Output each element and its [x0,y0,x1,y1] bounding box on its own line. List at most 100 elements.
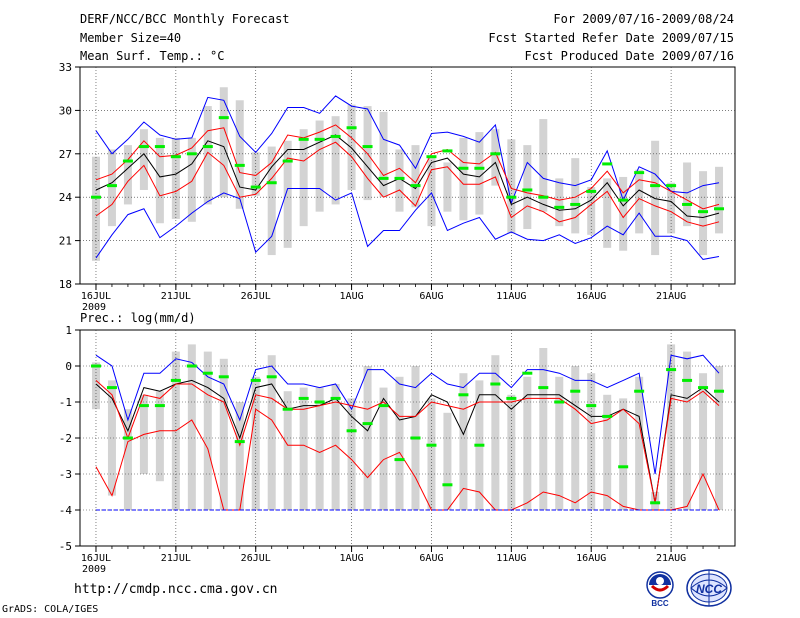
range-bar [299,387,308,510]
range-bar [331,384,340,510]
plot-frame [79,66,736,285]
range-bar [187,344,196,510]
range-bar [251,152,260,196]
range-bar [283,140,292,248]
y-tick-label: 24 [59,191,73,204]
range-bar [267,146,276,256]
year-label: 2009 [82,302,106,313]
range-bar [219,358,228,510]
range-bar [651,140,660,256]
forecast-period: For 2009/07/16-2009/08/24 [553,12,734,26]
range-bar [235,100,244,209]
range-bar [619,176,628,251]
y-tick-label: -2 [59,432,72,445]
range-bar [107,149,116,227]
x-tick-label: 26JUL [241,291,271,302]
bcc-logo: BCC [646,571,674,608]
y-tick-label: 18 [59,278,72,291]
forecast-started-date: Fcst Started Refer Date 2009/07/15 [488,31,734,45]
y-tick-label: -1 [59,396,72,409]
x-tick-label: 16AUG [576,553,606,564]
range-bar [411,145,420,208]
temperature-panel: 18 21 24 27 30 33 16JUL 21JUL 26JUL 1AUG 6AUG 11AUG… [59,61,736,313]
range-bar [155,137,164,224]
range-bar [187,137,196,222]
range-bar [667,344,676,510]
range-bar [251,376,260,510]
range-bar [427,398,436,510]
range-bar [363,366,372,510]
range-bar [235,402,244,510]
x-tick-label: 21AUG [656,553,686,564]
range-bar [443,412,452,510]
range-bar [139,129,148,190]
x-tick-label: 1AUG [340,553,364,564]
range-bar [619,398,628,510]
range-bar [203,106,212,205]
range-bar [123,145,132,205]
range-bar [299,129,308,227]
ncc-logo-text: NCC [696,582,722,596]
y-tick-label: 27 [59,148,72,161]
grads-credit: GrADS: COLA/IGES [2,604,99,615]
range-bar [107,380,116,496]
range-bar [507,394,516,510]
range-bar [427,156,436,227]
series-line-lower [95,408,720,511]
x-tick-label: 11AUG [496,291,526,302]
range-bar [715,166,724,234]
range-bar [523,376,532,510]
range-bar [635,376,644,510]
range-bar [635,169,644,234]
website-url: http://cmdp.ncc.cma.gov.cn [74,582,278,597]
forecast-produced-date: Fcst Produced Date 2009/07/16 [524,49,734,63]
series-line-mean [95,134,720,219]
range-bar [347,398,356,510]
range-bar [379,111,388,198]
range-bar [507,139,516,234]
range-bar [155,391,164,482]
range-bar [331,116,340,205]
temp-panel-label: Mean Surf. Temp.: °C [80,49,225,63]
y-tick-label: -4 [59,504,73,517]
range-bar [267,355,276,510]
range-bar [315,387,324,510]
y-tick-label: 0 [65,360,72,373]
range-bar [491,129,500,186]
range-bar [395,149,404,212]
series-line-lower [95,141,720,227]
range-bar [603,394,612,510]
y-tick-label: 30 [59,104,72,117]
range-bar [315,120,324,212]
x-tick-label: 21AUG [656,291,686,302]
y-tick-label: -5 [59,540,72,553]
series-line-upper [95,124,720,210]
series-line-max [95,95,720,205]
range-bar [555,178,564,227]
range-bar [603,178,612,248]
x-tick-label: 16AUG [576,291,606,302]
range-bar [379,387,388,510]
x-tick-label: 21JUL [161,553,191,564]
series-line-upper [95,380,720,503]
range-bar [475,132,484,215]
precip-panel-label: Prec.: log(mm/d) [80,311,196,325]
range-bar [555,376,564,510]
x-tick-label: 11AUG [496,553,526,564]
precipitation-panel: -5 -4 -3 -2 -1 0 1 16JUL 21JUL 26JUL 1AUG 6AUG 11AUG… [59,324,736,575]
x-tick-label: 1AUG [340,291,364,302]
bcc-logo-text: BCC [651,599,669,608]
series-line-mean [95,379,720,503]
y-tick-label: 21 [59,235,72,248]
range-bar [683,351,692,510]
range-bar [683,162,692,227]
range-bar [587,187,596,235]
range-bar [459,137,468,221]
range-bar [347,104,356,190]
x-tick-label: 6AUG [419,291,443,302]
series-line-min [95,188,720,260]
x-tick-label: 6AUG [419,553,443,564]
ncc-logo: NCC [686,569,732,607]
x-tick-label: 16JUL [81,553,111,564]
